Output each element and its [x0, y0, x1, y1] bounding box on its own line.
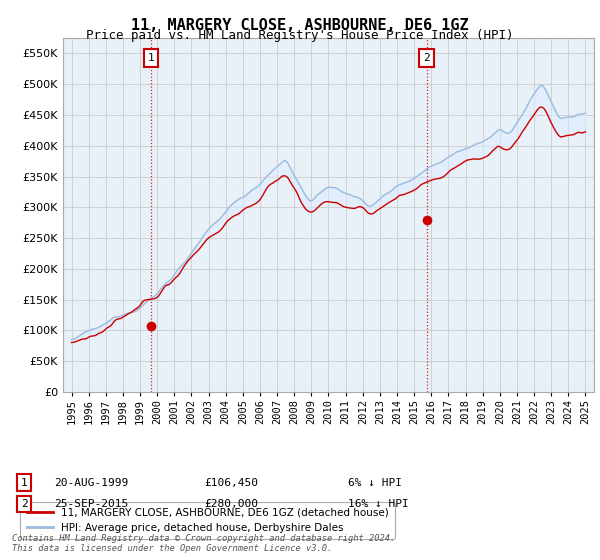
Text: 16% ↓ HPI: 16% ↓ HPI [348, 499, 409, 509]
Text: 2: 2 [20, 499, 28, 509]
Text: 6% ↓ HPI: 6% ↓ HPI [348, 478, 402, 488]
Legend: 11, MARGERY CLOSE, ASHBOURNE, DE6 1GZ (detached house), HPI: Average price, deta: 11, MARGERY CLOSE, ASHBOURNE, DE6 1GZ (d… [20, 502, 395, 539]
Text: 1: 1 [20, 478, 28, 488]
Text: 1: 1 [148, 53, 154, 63]
Text: £106,450: £106,450 [204, 478, 258, 488]
Text: 25-SEP-2015: 25-SEP-2015 [54, 499, 128, 509]
Text: 2: 2 [423, 53, 430, 63]
Text: Contains HM Land Registry data © Crown copyright and database right 2024.
This d: Contains HM Land Registry data © Crown c… [12, 534, 395, 553]
Text: 11, MARGERY CLOSE, ASHBOURNE, DE6 1GZ: 11, MARGERY CLOSE, ASHBOURNE, DE6 1GZ [131, 18, 469, 33]
Text: Price paid vs. HM Land Registry's House Price Index (HPI): Price paid vs. HM Land Registry's House … [86, 29, 514, 42]
Text: 20-AUG-1999: 20-AUG-1999 [54, 478, 128, 488]
Text: £280,000: £280,000 [204, 499, 258, 509]
